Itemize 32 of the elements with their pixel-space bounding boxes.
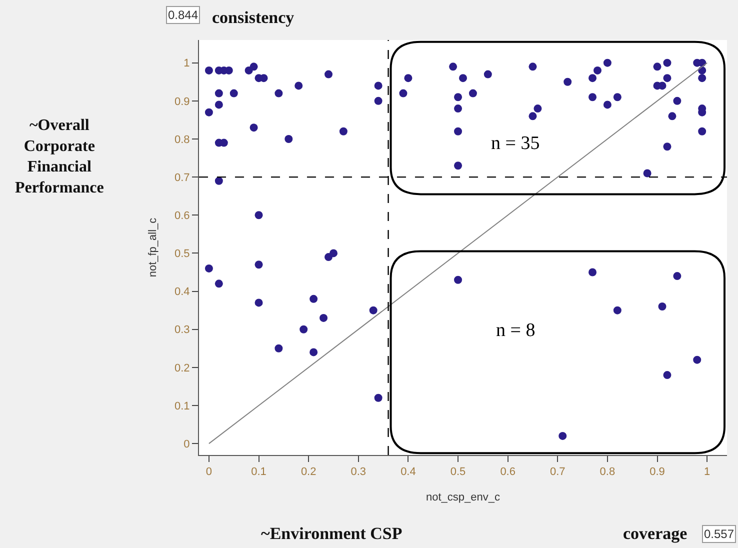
y-tick-label: 1 [184,58,190,70]
annotation: n = 35 [491,133,540,154]
y-tick-label: 0.1 [174,400,190,412]
x-tick-label: 0.3 [350,466,366,478]
x-tick-label: 0.7 [550,466,566,478]
x-tick-label: 0.2 [300,466,316,478]
y-axis-title: not_fp_all_c [147,217,160,278]
y-tick-label: 0.7 [174,172,190,184]
annotation: n = 8 [496,320,536,341]
text: ~Environment CSP [261,524,402,543]
x-tick-label: 0.6 [500,466,516,478]
text: coverage [623,524,688,543]
y-tick-label: 0.6 [174,210,190,222]
y-tick-label: 0.8 [174,134,190,146]
y-tick-label: 0.3 [174,324,190,336]
y-tick-label: 0.5 [174,248,190,260]
y-tick-label: 0.2 [174,362,190,374]
x-tick-label: 0.4 [400,466,416,478]
y-tick-label: 0.4 [174,286,190,298]
text: 0.844 [168,8,198,22]
y-tick-label: 0.9 [174,96,190,108]
x-tick-label: 1 [704,466,710,478]
text: 0.557 [704,527,734,541]
x-tick-label: 0.1 [251,466,266,478]
x-tick-label: 0.8 [600,466,616,478]
x-tick-label: 0 [206,466,212,478]
x-axis-title: not_csp_env_c [426,491,500,504]
y-tick-label: 0 [184,438,190,450]
x-tick-label: 0.9 [650,466,665,478]
text: ~Overall Corporate Financial Performance [15,117,104,196]
text: consistency [212,8,295,27]
x-tick-label: 0.5 [450,466,466,478]
